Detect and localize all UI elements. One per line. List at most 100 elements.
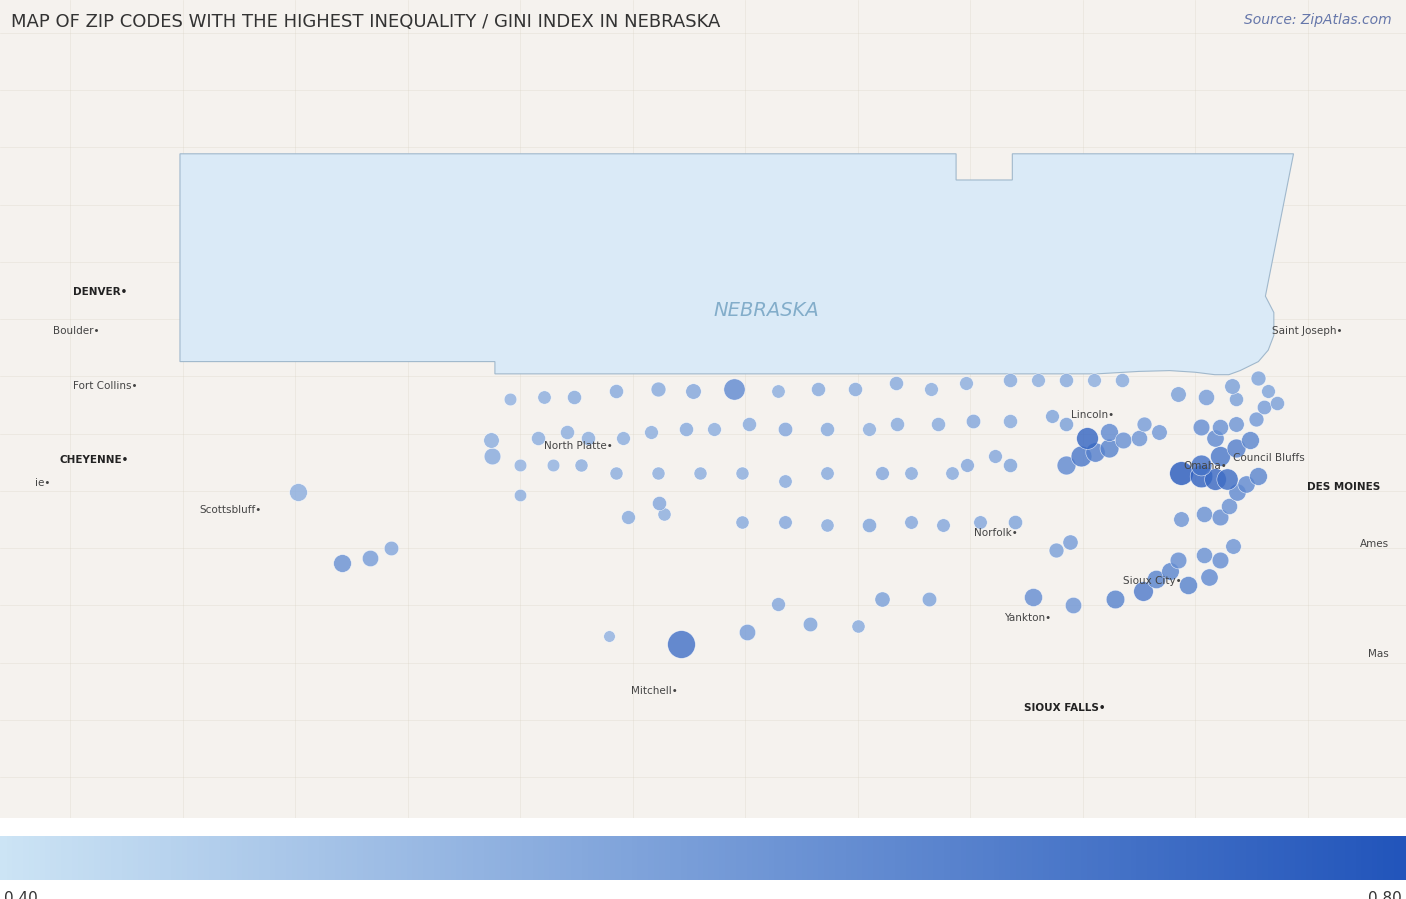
Point (1045, 543, 1067, 557)
Text: Fort Collins•: Fort Collins• (73, 381, 138, 391)
Point (870, 592, 893, 606)
Point (1225, 416, 1247, 431)
Text: Yankton•: Yankton• (1004, 612, 1052, 623)
Point (1026, 373, 1049, 387)
Point (1253, 400, 1275, 414)
Point (846, 619, 869, 633)
Text: ie•: ie• (35, 477, 51, 487)
Point (773, 423, 796, 437)
Point (605, 466, 627, 480)
Point (1167, 553, 1189, 567)
Point (1167, 387, 1189, 402)
Point (886, 416, 908, 431)
Point (640, 424, 662, 439)
Point (941, 466, 963, 480)
Point (962, 414, 984, 429)
Point (815, 423, 838, 437)
Text: Lincoln•: Lincoln• (1071, 410, 1115, 420)
Point (481, 450, 503, 464)
Point (527, 431, 550, 445)
Point (689, 466, 711, 480)
Point (287, 485, 309, 500)
Text: DES MOINES: DES MOINES (1308, 482, 1381, 492)
Point (380, 541, 402, 556)
Text: NEBRASKA: NEBRASKA (713, 301, 820, 320)
Point (576, 431, 599, 445)
Point (1209, 510, 1232, 524)
Point (509, 488, 531, 503)
Point (479, 433, 502, 448)
Text: Scottsbluff•: Scottsbluff• (200, 504, 262, 514)
Point (858, 518, 880, 532)
Text: DENVER•: DENVER• (73, 287, 128, 297)
Text: Boulder•: Boulder• (53, 326, 100, 336)
Point (1062, 598, 1084, 612)
Point (1054, 458, 1077, 472)
Point (1218, 498, 1240, 512)
Point (766, 597, 789, 611)
Point (1216, 471, 1239, 485)
Point (773, 474, 796, 488)
Point (815, 466, 838, 480)
Point (1147, 424, 1170, 439)
Point (1225, 441, 1247, 456)
Point (1244, 412, 1267, 426)
Point (1257, 384, 1279, 398)
Point (1098, 441, 1121, 456)
Point (682, 384, 704, 398)
Point (731, 515, 754, 530)
Point (555, 424, 578, 439)
Point (541, 458, 564, 472)
Point (1132, 583, 1154, 598)
Point (647, 381, 669, 396)
Point (927, 416, 949, 431)
Point (1170, 512, 1192, 527)
Text: North Platte•: North Platte• (544, 441, 613, 451)
Text: Sioux City•: Sioux City• (1123, 576, 1182, 586)
Point (932, 518, 955, 532)
Point (647, 466, 669, 480)
Point (1265, 396, 1288, 410)
Point (330, 556, 353, 570)
Point (675, 423, 697, 437)
Point (738, 416, 761, 431)
Point (900, 466, 922, 480)
Point (1054, 373, 1077, 387)
Point (1112, 433, 1135, 448)
Point (766, 384, 789, 398)
Point (773, 515, 796, 530)
Point (1209, 553, 1232, 567)
Point (1239, 433, 1261, 448)
Point (1226, 485, 1249, 500)
Point (1234, 477, 1257, 492)
Point (359, 551, 381, 565)
Text: CHEYENNE•: CHEYENNE• (59, 455, 128, 465)
Point (969, 515, 991, 530)
Text: Source: ZipAtlas.com: Source: ZipAtlas.com (1244, 13, 1392, 28)
Point (1198, 570, 1220, 584)
Point (1076, 431, 1098, 445)
Point (533, 389, 555, 404)
Point (998, 458, 1021, 472)
Point (984, 450, 1007, 464)
Point (998, 414, 1021, 429)
Text: Omaha•: Omaha• (1184, 461, 1227, 471)
Point (1059, 534, 1081, 548)
Point (1247, 469, 1270, 484)
Point (612, 431, 634, 445)
Point (1104, 592, 1126, 606)
Point (900, 515, 922, 530)
Point (509, 458, 531, 472)
Text: 0.40: 0.40 (4, 892, 38, 899)
Text: Ames: Ames (1360, 539, 1389, 549)
Point (955, 376, 977, 390)
Point (1247, 370, 1270, 385)
Point (1225, 392, 1247, 406)
Point (1144, 572, 1167, 586)
Point (569, 458, 592, 472)
Point (1189, 420, 1212, 434)
Point (1204, 431, 1226, 445)
Point (1209, 420, 1232, 434)
Point (1204, 471, 1226, 485)
Point (799, 617, 821, 631)
